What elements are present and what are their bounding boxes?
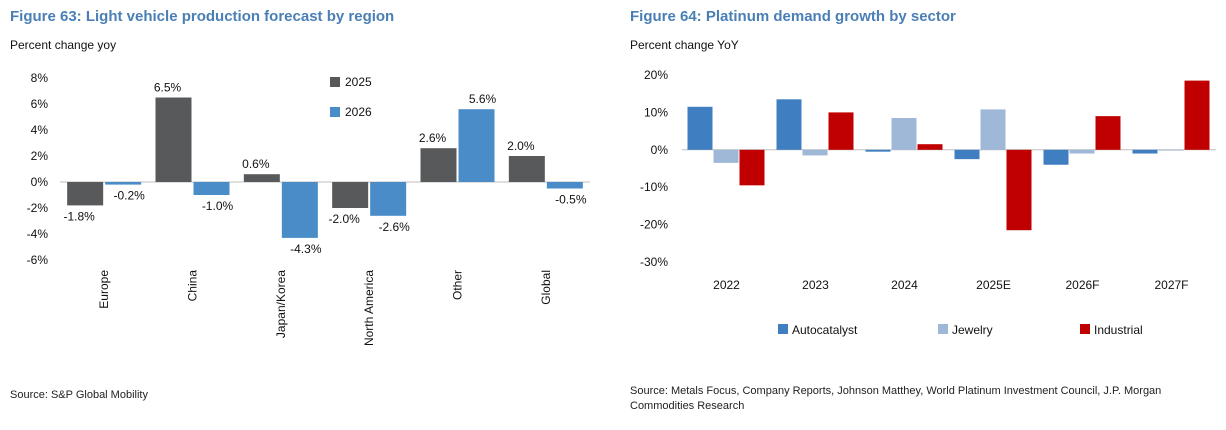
x-tick-label: 2024 (891, 278, 918, 292)
y-tick-label: -20% (640, 218, 668, 232)
bar-2025-china (155, 97, 192, 182)
bar-2026-europe (105, 182, 142, 185)
legend-swatch-industrial (1080, 324, 1090, 334)
bar-2025-japan-korea (243, 174, 280, 182)
data-label: 2.0% (507, 139, 535, 153)
bar-industrial-2022 (739, 149, 765, 186)
figure-64-panel: Figure 64: Platinum demand growth by sec… (620, 0, 1226, 430)
legend-swatch-jewelry (938, 324, 948, 334)
y-tick-label: 2% (31, 149, 49, 163)
x-tick-label: 2025E (976, 278, 1011, 292)
figure-63-chart: 8% 6% 4% 2% 0% -2% -4% -6% -1.8% -0.2% Europe 6.5% -… (27, 71, 590, 346)
figure-64-subtitle: Percent change YoY (630, 38, 739, 52)
bar-2026-other (458, 109, 495, 182)
y-tick-label: 8% (31, 71, 49, 85)
bar-2026-china (193, 182, 230, 195)
bar-2026-japan-korea (281, 182, 318, 238)
legend-label-industrial: Industrial (1094, 323, 1143, 337)
y-tick-label: 4% (31, 123, 49, 137)
figure-64-source: Source: Metals Focus, Company Reports, J… (630, 385, 1162, 412)
figure-64-title: Figure 64: Platinum demand growth by sec… (630, 8, 956, 25)
data-label: 6.5% (154, 81, 182, 95)
data-label: -2.0% (328, 212, 360, 226)
y-tick-label: 6% (31, 97, 49, 111)
data-label: 5.6% (469, 92, 497, 106)
bar-autocatalyst-2022 (687, 106, 713, 150)
data-label: -2.6% (378, 220, 410, 234)
legend-swatch-2026 (330, 107, 340, 117)
x-tick-label: 2022 (713, 278, 740, 292)
bar-2025-other (420, 148, 457, 182)
y-tick-label: -2% (27, 201, 49, 215)
data-label: -4.3% (290, 242, 322, 256)
bar-jewelry-2026f (1069, 149, 1095, 154)
y-tick-label: -4% (27, 227, 49, 241)
figure-63-title: Figure 63: Light vehicle production fore… (10, 8, 395, 25)
bar-industrial-2027f (1184, 80, 1210, 150)
y-tick-label: 10% (644, 105, 668, 119)
figure-63-source: Source: S&P Global Mobility (10, 389, 148, 401)
y-tick-label: 20% (644, 68, 668, 82)
figure-64-chart: 20% 10% 0% -10% -20% -30% 2022 2023 2024 2025E 202… (640, 68, 1216, 337)
bar-2026-north-america (370, 182, 407, 216)
bar-jewelry-2024 (891, 118, 917, 150)
y-tick-label: -30% (640, 255, 668, 269)
bar-jewelry-2025e (980, 109, 1006, 150)
data-label: -1.8% (63, 209, 95, 223)
y-tick-label: 0% (31, 175, 49, 189)
bar-jewelry-2022 (713, 149, 739, 163)
bar-industrial-2025e (1006, 149, 1032, 231)
x-tick-label: 2027F (1154, 278, 1188, 292)
x-tick-label: China (186, 270, 200, 302)
legend-label-2026: 2026 (345, 105, 372, 119)
bar-autocatalyst-2023 (776, 99, 802, 150)
bar-autocatalyst-2024 (865, 149, 891, 152)
x-tick-label: Europe (97, 270, 111, 309)
legend-swatch-2025 (330, 77, 340, 87)
bar-2025-north-america (332, 182, 369, 208)
data-label: -0.2% (113, 189, 145, 203)
y-tick-label: 0% (651, 143, 669, 157)
bar-industrial-2023 (828, 112, 854, 150)
bar-2025-europe (67, 182, 104, 206)
bar-autocatalyst-2026f (1043, 149, 1069, 165)
x-tick-label: North America (362, 270, 376, 346)
bar-industrial-2026f (1095, 116, 1121, 150)
x-tick-label: Other (451, 270, 465, 300)
bar-2026-global (546, 182, 583, 189)
data-label: 0.6% (242, 157, 270, 171)
x-tick-label: 2026F (1065, 278, 1099, 292)
legend-label-2025: 2025 (345, 75, 372, 89)
bar-2025-global (508, 156, 545, 182)
bar-autocatalyst-2025e (954, 149, 980, 160)
x-tick-label: Global (539, 270, 553, 305)
y-tick-label: -10% (640, 180, 668, 194)
legend-label-jewelry: Jewelry (952, 323, 993, 337)
legend-label-autocatalyst: Autocatalyst (792, 323, 858, 337)
x-tick-label: Japan/Korea (274, 270, 288, 338)
data-label: 2.6% (419, 131, 447, 145)
bar-industrial-2024 (917, 144, 943, 150)
bar-jewelry-2027f (1158, 149, 1184, 151)
figure-63-subtitle: Percent change yoy (10, 38, 117, 52)
bar-jewelry-2023 (802, 149, 828, 156)
data-label: -1.0% (202, 199, 234, 213)
x-tick-label: 2023 (802, 278, 829, 292)
legend-swatch-autocatalyst (778, 324, 788, 334)
data-label: -0.5% (555, 193, 587, 207)
y-tick-label: -6% (27, 253, 49, 267)
bar-autocatalyst-2027f (1132, 149, 1158, 154)
figure-63-panel: Figure 63: Light vehicle production fore… (0, 0, 600, 430)
